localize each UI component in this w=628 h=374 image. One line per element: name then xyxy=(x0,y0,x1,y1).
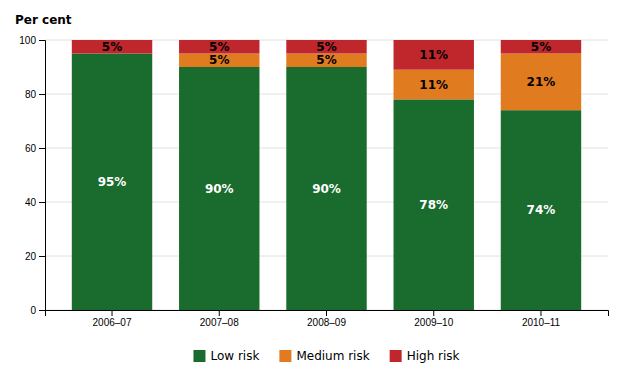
bar xyxy=(394,99,474,310)
x-tick: 2008–09 xyxy=(307,310,346,328)
data-label: 5% xyxy=(531,40,551,54)
data-label: 11% xyxy=(419,48,448,62)
y-tick: 60 xyxy=(25,143,45,154)
bar xyxy=(501,110,581,310)
data-label: 5% xyxy=(209,53,229,67)
data-label: 90% xyxy=(312,182,341,196)
y-axis-title: Per cent xyxy=(15,13,72,27)
x-tick-mark xyxy=(112,310,113,316)
y-tick: 40 xyxy=(25,197,45,208)
series xyxy=(179,54,581,111)
x-tick: 2009–10 xyxy=(414,310,453,328)
bar xyxy=(394,70,474,100)
legend-label: Medium risk xyxy=(296,349,369,363)
y-tick: 0 xyxy=(30,305,45,316)
legend: Low risk Medium risk High risk xyxy=(193,349,459,363)
x-tick-mark xyxy=(433,310,434,316)
y-tick-mark xyxy=(39,148,45,149)
y-tick-label: 80 xyxy=(25,89,37,100)
plot: 0 20 40 60 80 100 2006–07 2007–08 2008–09 2009–10… xyxy=(19,35,608,328)
legend-swatch xyxy=(193,350,205,362)
bar xyxy=(179,54,259,68)
bar xyxy=(501,40,581,54)
data-label: 5% xyxy=(209,40,229,54)
y-tick-label: 0 xyxy=(30,305,36,316)
bar xyxy=(72,54,152,311)
x-tick: 2010–11 xyxy=(522,310,561,328)
bar xyxy=(179,40,259,54)
x-axis: 2006–07 2007–08 2008–09 2009–10 2010–11 xyxy=(46,310,609,328)
bar xyxy=(179,67,259,310)
x-tick-label: 2009–10 xyxy=(414,317,453,328)
legend-swatch xyxy=(279,350,291,362)
y-axis-line xyxy=(39,41,46,311)
x-tick-label: 2008–09 xyxy=(307,317,346,328)
data-label: 21% xyxy=(527,75,556,89)
bars xyxy=(72,40,581,310)
legend-item: Medium risk xyxy=(279,349,369,363)
data-label: 5% xyxy=(102,40,122,54)
x-tick-label: 2007–08 xyxy=(200,317,239,328)
bar xyxy=(501,54,581,111)
legend-item: Low risk xyxy=(193,349,259,363)
x-tick: 2007–08 xyxy=(200,310,239,328)
chart: 0 20 40 60 80 100 2006–07 2007–08 2008–09 2009–10… xyxy=(0,0,628,374)
y-tick: 80 xyxy=(25,89,45,100)
bar xyxy=(286,67,366,310)
data-label: 95% xyxy=(98,175,127,189)
x-tick-label: 2010–11 xyxy=(522,317,561,328)
bar xyxy=(286,40,366,54)
y-tick-label: 60 xyxy=(25,143,37,154)
data-label: 5% xyxy=(316,53,336,67)
y-tick-mark xyxy=(39,94,45,95)
x-axis-line xyxy=(46,311,609,317)
legend-label: High risk xyxy=(407,349,460,363)
x-tick: 2006–07 xyxy=(93,310,132,328)
bar xyxy=(286,54,366,68)
data-label: 11% xyxy=(419,78,448,92)
bar xyxy=(394,40,474,70)
y-tick-mark xyxy=(39,202,45,203)
bar xyxy=(72,40,152,54)
legend-item: High risk xyxy=(390,349,460,363)
grid xyxy=(45,40,608,310)
data-labels: 95%90%90%78%74%5%5%11%21%5%5%5%11%5% xyxy=(98,40,556,217)
x-tick-label: 2006–07 xyxy=(93,317,132,328)
x-tick-mark xyxy=(219,310,220,316)
series xyxy=(72,40,581,70)
x-tick-mark xyxy=(326,310,327,316)
y-tick-mark xyxy=(39,310,45,311)
y-tick-label: 100 xyxy=(19,35,36,46)
y-tick: 20 xyxy=(25,251,45,262)
legend-swatch xyxy=(390,350,402,362)
data-label: 90% xyxy=(205,182,234,196)
x-tick-mark xyxy=(540,310,541,316)
legend-label: Low risk xyxy=(210,349,259,363)
y-tick-mark xyxy=(39,40,45,41)
y-tick: 100 xyxy=(19,35,45,46)
data-label: 78% xyxy=(419,198,448,212)
series xyxy=(72,54,581,311)
y-tick-label: 20 xyxy=(25,251,37,262)
y-tick-label: 40 xyxy=(25,197,37,208)
y-axis: 0 20 40 60 80 100 xyxy=(19,35,45,316)
data-label: 74% xyxy=(527,203,556,217)
data-label: 5% xyxy=(316,40,336,54)
y-tick-mark xyxy=(39,256,45,257)
